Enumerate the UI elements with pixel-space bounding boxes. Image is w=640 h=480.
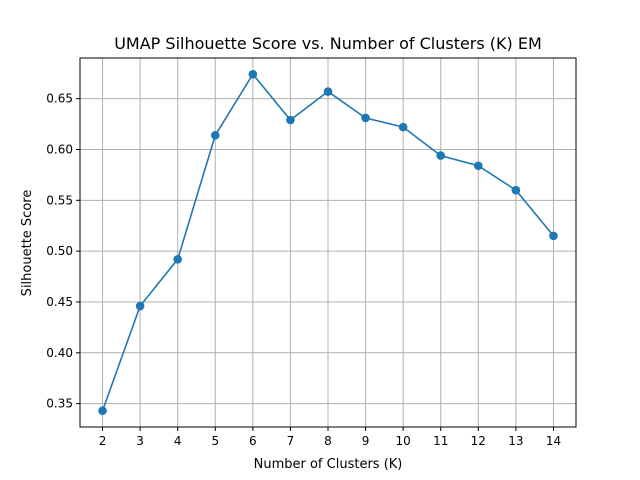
x-tick-label: 14 xyxy=(546,434,561,448)
y-tick-label: 0.55 xyxy=(46,193,73,207)
x-tick-label: 10 xyxy=(396,434,411,448)
y-tick-label: 0.40 xyxy=(46,346,73,360)
data-point xyxy=(210,130,220,140)
data-point xyxy=(248,69,258,79)
data-point xyxy=(173,254,182,264)
data-point xyxy=(474,161,483,171)
y-tick-label: 0.65 xyxy=(46,92,73,106)
x-tick-label: 12 xyxy=(471,434,486,448)
x-tick-label: 6 xyxy=(249,434,257,448)
axis-ticks: 2 3 4 5 6 7 8 9 10 11 12 13 14 0.35 0.40 0.45 0.50 0.55 0.… xyxy=(46,92,561,448)
x-tick-label: 11 xyxy=(433,434,448,448)
data-point xyxy=(549,231,558,241)
y-tick-label: 0.60 xyxy=(46,142,73,156)
x-axis-label: Number of Clusters (K) xyxy=(254,457,403,472)
data-point xyxy=(135,301,145,311)
x-tick-label: 8 xyxy=(324,434,332,448)
data-point xyxy=(511,185,521,195)
chart-title: UMAP Silhouette Score vs. Number of Clus… xyxy=(114,34,542,53)
y-axis-label: Silhouette Score xyxy=(20,190,35,297)
x-tick-label: 3 xyxy=(136,434,144,448)
x-tick-label: 9 xyxy=(362,434,370,448)
y-tick-label: 0.45 xyxy=(46,295,73,309)
x-tick-label: 5 xyxy=(211,434,219,448)
x-tick-label: 2 xyxy=(99,434,107,448)
x-tick-label: 13 xyxy=(508,434,523,448)
x-tick-label: 4 xyxy=(174,434,182,448)
data-point xyxy=(361,113,370,123)
y-tick-label: 0.35 xyxy=(46,397,73,411)
data-point xyxy=(98,406,107,416)
data-point xyxy=(398,122,408,132)
data-point xyxy=(286,115,295,125)
series xyxy=(98,69,558,416)
data-point xyxy=(323,87,333,96)
y-tick-label: 0.50 xyxy=(46,244,73,258)
x-tick-label: 7 xyxy=(287,434,295,448)
data-point xyxy=(436,151,446,160)
